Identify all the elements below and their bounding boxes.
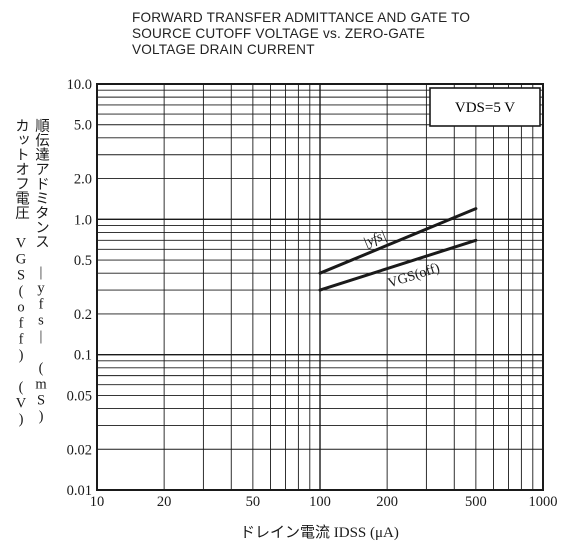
x-tick-label: 50 — [246, 494, 261, 510]
y-tick-label: 0.02 — [67, 442, 92, 458]
title-line-3: VOLTAGE DRAIN CURRENT — [132, 42, 315, 57]
y-tick-label: 1.0 — [74, 212, 92, 228]
y-tick-label: 2.0 — [74, 172, 92, 188]
y-tick-label: 0.2 — [74, 307, 92, 323]
y-axis-label-cutoff-voltage: カットオフ電圧 VGS(off) (V) — [13, 118, 29, 428]
series-line — [318, 207, 478, 275]
y-tick-label: 5.0 — [74, 118, 92, 134]
y-axis-label-admittance: 順伝達アドミタンス |yfs| (mS) — [33, 118, 49, 425]
x-tick-label: 20 — [157, 494, 172, 510]
y-tick-label: 0.5 — [74, 253, 92, 269]
x-tick-label: 100 — [309, 494, 331, 510]
y-tick-label: 0.1 — [74, 348, 92, 364]
x-axis-label: ドレイン電流 IDSS (μA) — [240, 525, 399, 541]
grid — [97, 84, 543, 490]
title-line-2: SOURCE CUTOFF VOLTAGE vs. ZERO-GATE — [132, 26, 425, 41]
y-axis-label: カットオフ電圧 VGS(off) (V) 順伝達アドミタンス |yfs| (mS… — [4, 118, 50, 458]
y-tick-label: 10.0 — [67, 77, 92, 93]
plot-frame — [96, 83, 544, 491]
x-tick-label: 1000 — [529, 494, 558, 510]
chart-title: FORWARD TRANSFER ADMITTANCE AND GATE TO … — [132, 10, 552, 58]
x-tick-label: 10 — [90, 494, 105, 510]
y-tick-label: 0.05 — [67, 388, 92, 404]
condition-label: VDS=5 V — [455, 100, 515, 116]
series-lines — [318, 207, 478, 292]
title-line-1: FORWARD TRANSFER ADMITTANCE AND GATE TO — [132, 10, 471, 25]
x-tick-label: 500 — [465, 494, 487, 510]
series-line — [318, 238, 478, 292]
tick-labels: 0.01 0.02 0.05 0.1 0.2 0.5 1.0 2.0 5.0 10.0 10 20 50… — [67, 77, 558, 510]
x-tick-label: 200 — [376, 494, 398, 510]
condition-box: VDS=5 V — [429, 87, 541, 127]
y-tick-label: 0.01 — [67, 483, 92, 499]
